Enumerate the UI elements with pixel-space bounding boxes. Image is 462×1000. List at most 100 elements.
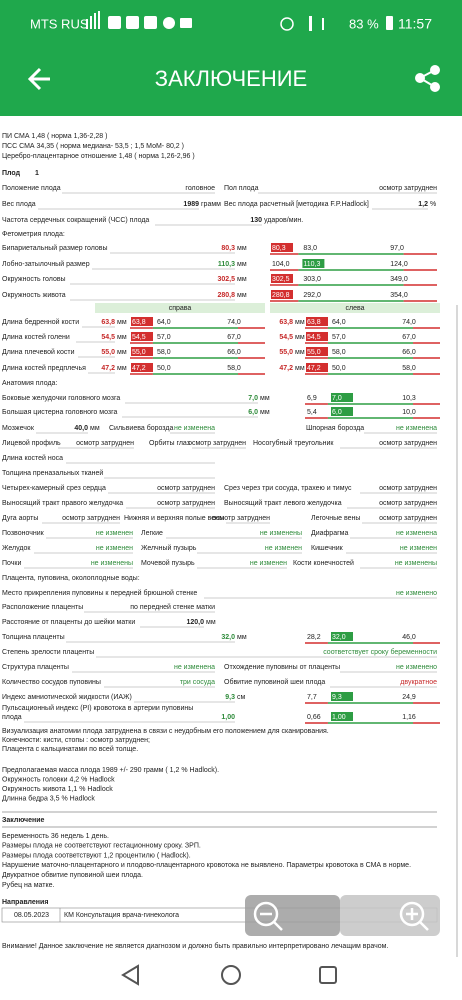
conclusion-text: Беременность 36 недель 1 день.: [2, 833, 109, 840]
field-text: Положение плода: [2, 185, 61, 192]
field-text: Кишечник: [311, 545, 344, 552]
field-text: не изменены: [91, 560, 133, 567]
field-text: Большая цистерна головного мозга: [2, 409, 117, 416]
field-text: Частота сердечных сокращений (ЧСС) плода: [2, 216, 149, 224]
field-text: мм: [237, 245, 247, 252]
section-title: Заключение: [2, 817, 45, 824]
gauge-text: 66,0: [227, 349, 241, 356]
field-text: Почки: [2, 560, 21, 567]
field-text: 110,3: [218, 261, 235, 268]
gauge-text: 292,0: [303, 292, 321, 299]
conclusion-text: Размеры плода соответствуют 1,2 проценти…: [2, 852, 191, 859]
field-text: не изменена: [396, 425, 437, 432]
field-text: осмотр затруднен: [379, 485, 437, 492]
doppler-text: ПСС СМА 34,35 ( норма медиана- 53,5 ; 1,…: [2, 143, 184, 150]
field-text: мм: [117, 349, 127, 356]
gauge-text: 124,0: [390, 261, 408, 268]
field-text: 54,5: [279, 334, 293, 341]
battery: 83 %: [349, 16, 379, 31]
field-text: грамм: [201, 201, 221, 208]
gauge-text: 57,0: [157, 334, 171, 341]
status-icons: [86, 11, 393, 31]
app-header: [0, 0, 462, 116]
field-text: мм: [295, 334, 305, 341]
field-text: Окружность живота: [2, 292, 66, 299]
back-button[interactable]: [27, 67, 50, 91]
field-text: Диафрагма: [311, 530, 348, 537]
field-text: Желчный пузырь: [141, 544, 197, 552]
field-text: мм: [206, 619, 216, 626]
nav-back[interactable]: [121, 964, 139, 986]
field-text: осмотр затруднен: [76, 440, 134, 447]
field-text: Толщина преназальных тканей: [2, 469, 103, 477]
field-text: 40,0: [74, 425, 88, 432]
field-text: Индекс амниотической жидкости (ИАЖ): [2, 693, 132, 701]
nav-home[interactable]: [221, 965, 241, 985]
note-text: Визуализация анатомии плода затруднена в…: [2, 727, 329, 735]
field-text: Степень зрелости плаценты: [2, 649, 94, 656]
field-text: осмотр затруднен: [379, 440, 437, 447]
gauge-text: 7,0: [332, 395, 342, 402]
field-text: Желудок: [2, 545, 31, 552]
field-text: двукратное: [400, 679, 437, 686]
warning-text: Внимание! Данное заключение не является …: [2, 942, 388, 950]
field-text: ударов/мин.: [264, 217, 303, 224]
gauge-text: 63,8: [132, 319, 146, 326]
document: ПИ СМА 1,48 ( норма 1,36-2,28 ) ПСС СМА 3…: [1, 133, 440, 950]
gauge-box: [331, 393, 353, 402]
field-text: не изменен: [250, 560, 287, 567]
gauge-text: 1,16: [402, 714, 416, 721]
field-text: см: [237, 694, 246, 701]
field-text: мм: [295, 349, 305, 356]
estimate-text: Окружность живота 1,1 % Hadlock: [2, 786, 113, 793]
field-text: не изменено: [396, 664, 437, 671]
field-text: Срез через три сосуда, трахею и тимус: [224, 485, 352, 492]
field-text: Место прикрепления пуповины к передней б…: [2, 589, 197, 597]
gauge-text: 66,0: [402, 349, 416, 356]
gauge-text: 58,0: [227, 365, 241, 372]
field-text: Расположение плаценты: [2, 604, 83, 611]
gauge-text: 349,0: [390, 276, 408, 283]
field-text: Структура плаценты: [2, 664, 69, 671]
field-text: Кости конечностей: [293, 559, 354, 567]
field-text: 7,0: [248, 395, 258, 402]
gauge-text: 302,5: [272, 276, 290, 283]
gauge-box: [302, 259, 325, 268]
field-text: мм: [260, 409, 270, 416]
nav-recent[interactable]: [319, 966, 337, 984]
gauge-text: 47,2: [307, 365, 321, 372]
field-text: Мочевой пузырь: [141, 559, 195, 567]
share-button[interactable]: [415, 65, 440, 92]
zoom-out[interactable]: [245, 895, 340, 936]
field-text: 1,00: [221, 714, 235, 721]
zoom-in[interactable]: [340, 895, 440, 936]
gauge-text: 74,0: [402, 319, 416, 326]
field-text: мм: [295, 365, 305, 372]
gauge-text: 54,5: [132, 334, 146, 341]
field-text: осмотр затруднен: [379, 185, 437, 192]
gauge-box: [306, 363, 328, 372]
field-text: Боковые желудочки головного мозга: [2, 395, 120, 402]
column-header-bg: [270, 303, 440, 313]
conclusion-text: Размеры плода не соответствуют гестацион…: [2, 843, 201, 850]
gauge-box: [331, 712, 353, 721]
field-text: 120,0: [186, 619, 204, 626]
field-text: 32,0: [221, 634, 235, 641]
gauge-text: 46,0: [402, 634, 416, 641]
gauge-text: 50,0: [332, 365, 346, 372]
field-text: осмотр затруднен: [212, 515, 270, 522]
gauge-text: 303,0: [303, 276, 321, 283]
field-text: 54,5: [101, 334, 115, 341]
gauge-text: 5,4: [307, 409, 317, 416]
field-text: Вес плода расчетный [методика F.P.Hadloc…: [224, 200, 369, 208]
gauge-text: 47,2: [132, 365, 146, 372]
field-text: 9,3: [225, 694, 235, 701]
field-text: Длина костей голени: [2, 333, 70, 341]
field-text: Обвитие пуповиной шеи плода: [224, 678, 325, 686]
doppler-text: ПИ СМА 1,48 ( норма 1,36-2,28 ): [2, 133, 107, 140]
gauge-text: 1,00: [332, 714, 346, 721]
field-text: Бипариетальный размер головы: [2, 244, 108, 252]
gauge-text: 354,0: [390, 292, 408, 299]
